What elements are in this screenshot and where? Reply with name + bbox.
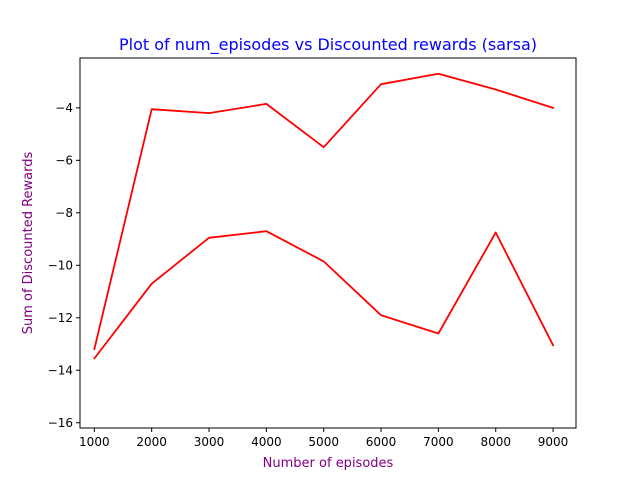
y-tick-label: −8 (55, 206, 73, 220)
y-tick-label: −16 (48, 416, 73, 430)
plot-frame (79, 57, 577, 429)
plot-area: 1000 2000 3000 4000 5000 6000 7000 8000 9000 −16 −… (48, 72, 569, 449)
x-tick-label: 8000 (480, 435, 511, 449)
x-tick-label: 6000 (366, 435, 397, 449)
series-line-1 (93, 72, 554, 351)
x-tick-label: 9000 (538, 435, 569, 449)
series-line-2 (93, 230, 554, 360)
y-tick-label: −10 (48, 258, 73, 272)
x-tick-label: 3000 (194, 435, 225, 449)
x-axis-label: Number of episodes (263, 456, 394, 471)
y-tick-label: −12 (48, 311, 73, 325)
y-tick-label: −6 (55, 153, 73, 167)
x-tick-label: 4000 (251, 435, 282, 449)
x-tick-label: 2000 (136, 435, 167, 449)
y-tick-label: −4 (55, 101, 73, 115)
x-tick-label: 1000 (79, 435, 110, 449)
x-tick-label: 5000 (308, 435, 339, 449)
y-axis-label: Sum of Discounted Rewards (21, 151, 36, 334)
chart-title: Plot of num_episodes vs Discounted rewar… (119, 35, 537, 55)
y-tick-label: −14 (48, 363, 73, 377)
x-tick-label: 7000 (423, 435, 454, 449)
